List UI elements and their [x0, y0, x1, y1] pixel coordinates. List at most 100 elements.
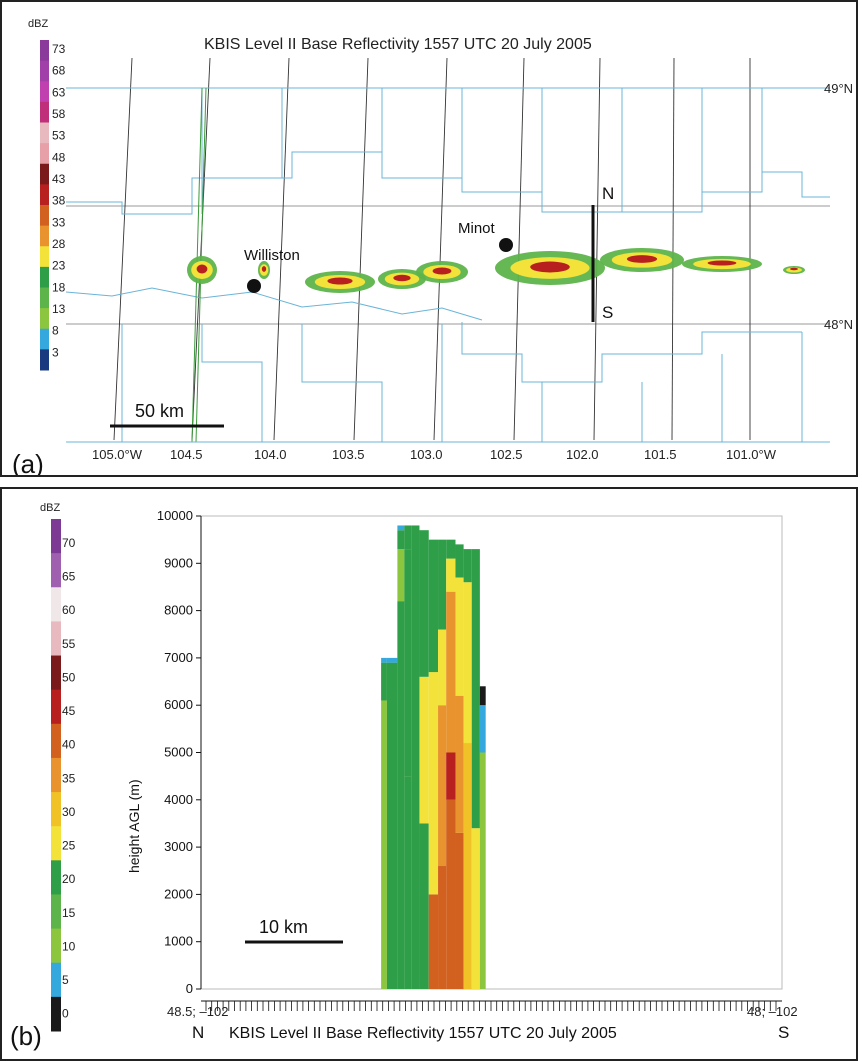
- transect-south-label: S: [602, 303, 613, 322]
- lon-label: 105.0°W: [92, 447, 143, 462]
- lon-label: 104.5: [170, 447, 203, 462]
- y-tick-label: 2000: [164, 886, 193, 901]
- lon-label: 104.0: [254, 447, 287, 462]
- reflectivity-cell: [446, 539, 456, 559]
- legend-b-swatch: [51, 996, 61, 1032]
- williston-marker: [247, 279, 261, 293]
- legend-a-tick: 38: [52, 194, 66, 208]
- y-tick-label: 10000: [157, 508, 193, 523]
- panel-b-label: (b): [10, 1021, 42, 1051]
- longitude-axis-labels: 105.0°W 104.5 104.0 103.5 103.0 102.5 102.0 101…: [92, 447, 777, 462]
- reflectivity-cell: [404, 549, 412, 777]
- legend-a-swatch: [40, 163, 49, 185]
- y-tick-label: 0: [186, 981, 193, 996]
- x-end-label: 48; –102: [747, 1004, 798, 1019]
- county-boundary: [65, 287, 483, 321]
- reflectivity-cell: [397, 525, 405, 531]
- legend-a-swatch: [40, 246, 49, 268]
- legend-a-swatch: [40, 225, 49, 247]
- county-boundary: [461, 322, 802, 383]
- storm-cell-core: [626, 255, 658, 263]
- reflectivity-columns: [381, 525, 486, 989]
- lon-label: 103.0: [410, 447, 443, 462]
- legend-b-swatch: [51, 757, 61, 793]
- y-tick-label: 5000: [164, 745, 193, 760]
- minot-marker: [499, 238, 513, 252]
- reflectivity-cell: [438, 866, 447, 989]
- meridian-line: [273, 57, 290, 441]
- legend-a-tick: 68: [52, 64, 66, 78]
- reflectivity-cell: [463, 549, 472, 583]
- y-tick-label: 9000: [164, 555, 193, 570]
- x-start-label: 48.5; –102: [167, 1004, 228, 1019]
- lon-label: 103.5: [332, 447, 365, 462]
- legend-b-tick: 20: [62, 872, 76, 886]
- y-tick-label: 8000: [164, 603, 193, 618]
- reflectivity-cell: [455, 695, 464, 833]
- legend-b-tick: 0: [62, 1007, 69, 1021]
- legend-a-tick: 43: [52, 172, 66, 186]
- legend-b-tick: 65: [62, 570, 76, 584]
- meridian-line: [593, 57, 601, 441]
- legend-b-title: dBZ: [40, 502, 60, 514]
- county-boundary: [66, 151, 830, 215]
- meridian-line: [353, 57, 369, 441]
- reflectivity-cell: [397, 549, 405, 602]
- legend-b-tick: 40: [62, 738, 76, 752]
- legend-a-tick: 3: [52, 345, 59, 359]
- y-tick-label: 3000: [164, 839, 193, 854]
- transect-north-label: N: [602, 184, 614, 203]
- minot-label: Minot: [458, 220, 496, 237]
- reflectivity-cell: [446, 558, 456, 592]
- y-tick-label: 7000: [164, 650, 193, 665]
- legend-b-swatch: [51, 689, 61, 725]
- legend-a-swatch: [40, 287, 49, 309]
- reflectivity-cell: [397, 601, 405, 989]
- reflectivity-cell: [446, 591, 456, 753]
- lon-label: 101.5: [644, 447, 677, 462]
- legend-a-tick: 28: [52, 237, 66, 251]
- legend-b-swatch: [51, 655, 61, 691]
- legend-a-tick: 13: [52, 302, 66, 316]
- reflectivity-cell: [386, 662, 398, 989]
- meridian-line: [113, 57, 133, 441]
- y-tick-label: 1000: [164, 934, 193, 949]
- legend-b-swatch: [51, 860, 61, 895]
- reflectivity-cell: [404, 525, 412, 550]
- legend-b-tick: 60: [62, 603, 76, 617]
- reflectivity-cell: [428, 672, 439, 895]
- panel-b-caption: KBIS Level II Base Reflectivity 1557 UTC…: [229, 1025, 617, 1042]
- legend-b-tick: 15: [62, 906, 76, 920]
- panel-a-map: dBZ 73 68 63 58 53 48 43 38 33 28 23 18 13 8 3 KBIS Le…: [0, 0, 858, 477]
- panel-a-title: KBIS Level II Base Reflectivity 1557 UTC…: [204, 36, 592, 53]
- storm-cell-core: [432, 267, 452, 275]
- storm-cell-core: [196, 264, 208, 274]
- reflectivity-cell: [479, 705, 486, 753]
- legend-b-tick: 45: [62, 704, 76, 718]
- legend-a-swatch: [40, 81, 49, 103]
- legend-a-swatch: [40, 349, 49, 371]
- legend-a-swatch: [40, 101, 49, 123]
- county-boundary: [201, 324, 263, 442]
- reflectivity-cell: [463, 582, 472, 744]
- county-boundary: [301, 324, 383, 442]
- williston-label: Williston: [244, 247, 300, 264]
- legend-b-tick: 55: [62, 637, 76, 651]
- reflectivity-cell: [419, 676, 429, 824]
- legend-b-swatch: [51, 792, 61, 827]
- lon-label: 102.5: [490, 447, 523, 462]
- legend-b-swatch: [51, 894, 61, 930]
- y-axis: 0 1000 2000 3000 4000 5000 6000 7000 8000 9000 100…: [157, 508, 202, 996]
- reflectivity-cell: [428, 894, 439, 989]
- legend-a-swatch: [40, 122, 49, 144]
- north-label: N: [192, 1023, 204, 1042]
- storm-cell-core: [327, 277, 353, 285]
- reflectivity-cell: [397, 530, 405, 550]
- x-axis-ticks: [201, 1000, 782, 1011]
- reflectivity-cell: [455, 577, 464, 696]
- scale-bar-b-label: 10 km: [259, 917, 308, 937]
- storm-cell-core: [393, 274, 411, 282]
- legend-b-tick: 30: [62, 805, 76, 819]
- reflectivity-cell: [455, 832, 464, 989]
- legend-b-swatch: [51, 621, 61, 657]
